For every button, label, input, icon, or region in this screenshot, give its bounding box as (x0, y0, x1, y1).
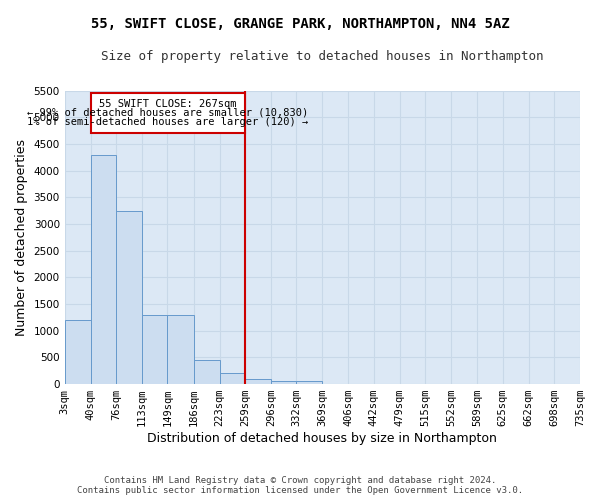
Bar (271, 382, 296, 384)
FancyBboxPatch shape (91, 93, 245, 134)
Bar (65, 320, 91, 384)
Text: 55, SWIFT CLOSE, GRANGE PARK, NORTHAMPTON, NN4 5AZ: 55, SWIFT CLOSE, GRANGE PARK, NORTHAMPTO… (91, 18, 509, 32)
Title: Size of property relative to detached houses in Northampton: Size of property relative to detached ho… (101, 50, 544, 63)
Y-axis label: Number of detached properties: Number of detached properties (15, 139, 28, 336)
Bar (296, 382, 322, 384)
Bar (193, 360, 220, 384)
Text: Contains HM Land Registry data © Crown copyright and database right 2024.
Contai: Contains HM Land Registry data © Crown c… (77, 476, 523, 495)
Bar (167, 314, 194, 384)
Text: 55 SWIFT CLOSE: 267sqm: 55 SWIFT CLOSE: 267sqm (99, 98, 236, 108)
Text: ← 99% of detached houses are smaller (10,830): ← 99% of detached houses are smaller (10… (27, 108, 308, 118)
Bar (91, 154, 116, 384)
Bar (220, 374, 245, 384)
Text: 1% of semi-detached houses are larger (120) →: 1% of semi-detached houses are larger (1… (27, 116, 308, 126)
Bar (142, 314, 167, 384)
Bar (245, 378, 271, 384)
X-axis label: Distribution of detached houses by size in Northampton: Distribution of detached houses by size … (148, 432, 497, 445)
Bar (116, 210, 142, 384)
